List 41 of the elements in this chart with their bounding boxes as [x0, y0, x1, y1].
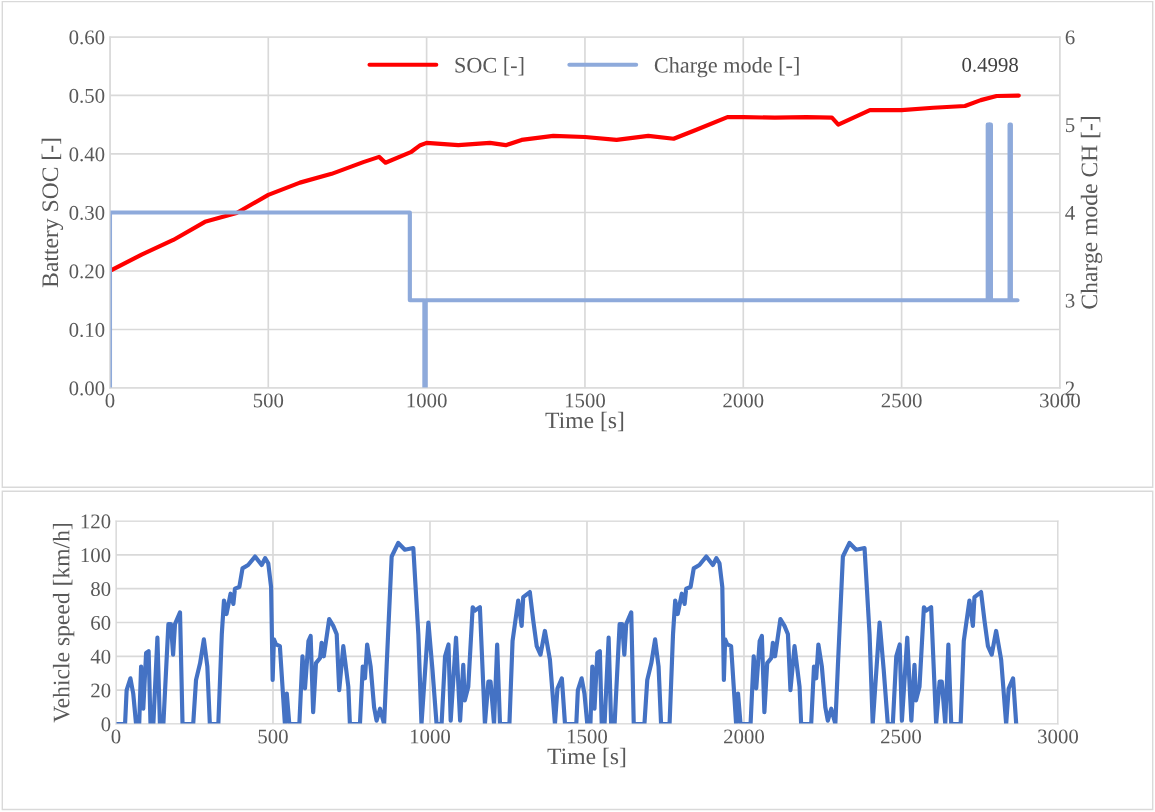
x-tick-label: 500	[253, 393, 284, 408]
y-tick-label: 80	[91, 582, 111, 597]
legend-label: SOC [-]	[455, 57, 524, 76]
y-tick-label: 0.20	[69, 264, 105, 279]
y-tick-label: 100	[81, 548, 111, 563]
line-series	[109, 93, 1021, 274]
x-tick-label: 2500	[881, 393, 922, 408]
y-tick-label: 120	[81, 514, 111, 529]
y2-axis-title: Charge mode CH [-]	[1080, 117, 1103, 309]
line-series	[115, 540, 1019, 724]
x-tick-label: 1500	[565, 393, 605, 408]
y-axis-title: Battery SOC [-]	[41, 138, 64, 288]
y-tick-label: 0.40	[69, 147, 105, 162]
x-tick-label: 500	[258, 729, 288, 744]
y-tick-label: 0.50	[69, 88, 105, 103]
x-tick-label: 2000	[723, 393, 764, 408]
x-tick-label: 3000	[1038, 729, 1079, 744]
y2-tick-label: 3	[1065, 293, 1075, 308]
y2-tick-label: 4	[1065, 205, 1075, 220]
legend-label: Charge mode [-]	[654, 57, 799, 78]
y-tick-label: 40	[90, 649, 111, 664]
y2-tick-label: 6	[1065, 30, 1075, 45]
line-series	[109, 122, 1020, 388]
annotation: 0.4998	[962, 57, 1018, 72]
x-tick-label: 2000	[724, 729, 765, 744]
x-axis-title: Time [s]	[545, 411, 624, 432]
y-axis-title: Vehicle speed [km/h]	[52, 523, 75, 723]
y-tick-label: 0.10	[69, 322, 105, 337]
x-tick-label: 1000	[410, 729, 451, 744]
x-tick-label: 2500	[881, 729, 922, 744]
x-tick-label: 0	[111, 729, 121, 744]
y2-tick-label: 5	[1066, 118, 1075, 133]
x-tick-label: 1500	[567, 729, 608, 744]
y-tick-label: 0.30	[69, 205, 105, 220]
y-tick-label: 60	[91, 615, 111, 630]
y-tick-label: 20	[91, 683, 111, 698]
x-axis-title: Time [s]	[547, 747, 626, 768]
y-tick-label: 0.60	[69, 30, 105, 45]
y-tick-label: 0.00	[69, 381, 105, 396]
x-tick-label: 1000	[407, 393, 447, 408]
y-tick-label: 0	[101, 717, 111, 732]
